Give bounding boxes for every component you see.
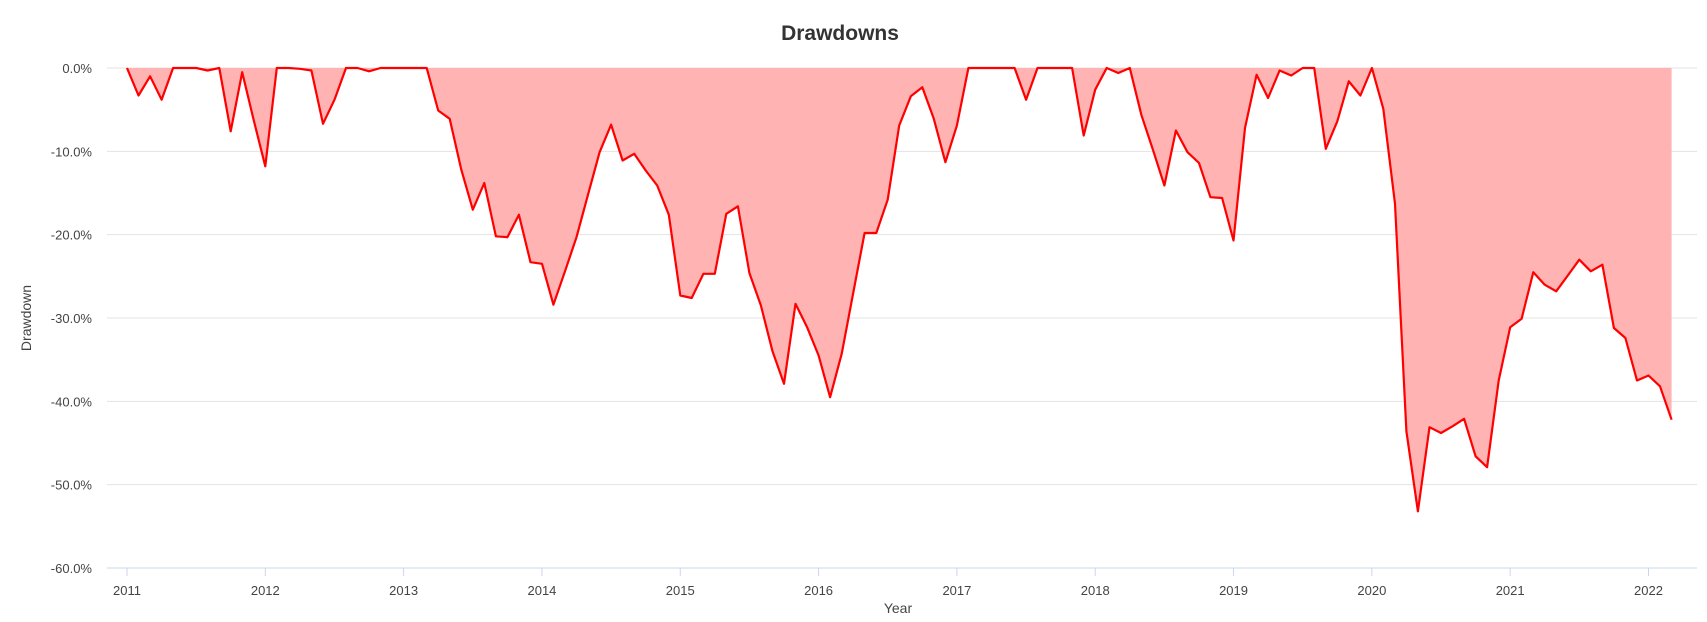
y-tick-label: -40.0% xyxy=(51,394,93,409)
y-axis-ticks: 0.0% -10.0% -20.0% -30.0% -40.0% -50.0% -60.0% xyxy=(51,61,93,576)
y-tick-label: -30.0% xyxy=(51,311,93,326)
y-tick-label: -10.0% xyxy=(51,144,93,159)
x-tick-label: 2021 xyxy=(1496,583,1525,598)
x-tick-label: 2019 xyxy=(1219,583,1248,598)
x-tick-label: 2018 xyxy=(1081,583,1110,598)
x-tick-label: 2016 xyxy=(804,583,833,598)
x-tick-label: 2022 xyxy=(1634,583,1663,598)
drawdown-line xyxy=(125,66,1673,513)
y-tick-label: -50.0% xyxy=(51,478,93,493)
x-tick-label: 2017 xyxy=(942,583,971,598)
y-tick-label: -20.0% xyxy=(51,228,93,243)
x-tick-label: 2013 xyxy=(389,583,418,598)
chart-title: Drawdowns xyxy=(781,22,899,45)
x-tick-label: 2020 xyxy=(1357,583,1386,598)
series-layer xyxy=(125,66,1673,513)
x-axis-ticks: 2011 2012 2013 2014 2015 2016 2017 2018 2019 2020… xyxy=(113,568,1663,598)
x-axis-title: Year xyxy=(884,600,913,616)
drawdown-area xyxy=(127,68,1672,512)
y-tick-label: -60.0% xyxy=(51,561,93,576)
x-tick-label: 2014 xyxy=(527,583,556,598)
x-tick-label: 2015 xyxy=(666,583,695,598)
y-tick-label: 0.0% xyxy=(62,61,92,76)
y-axis-title: Drawdown xyxy=(18,285,34,351)
x-tick-label: 2011 xyxy=(113,583,141,598)
x-tick-label: 2012 xyxy=(251,583,280,598)
